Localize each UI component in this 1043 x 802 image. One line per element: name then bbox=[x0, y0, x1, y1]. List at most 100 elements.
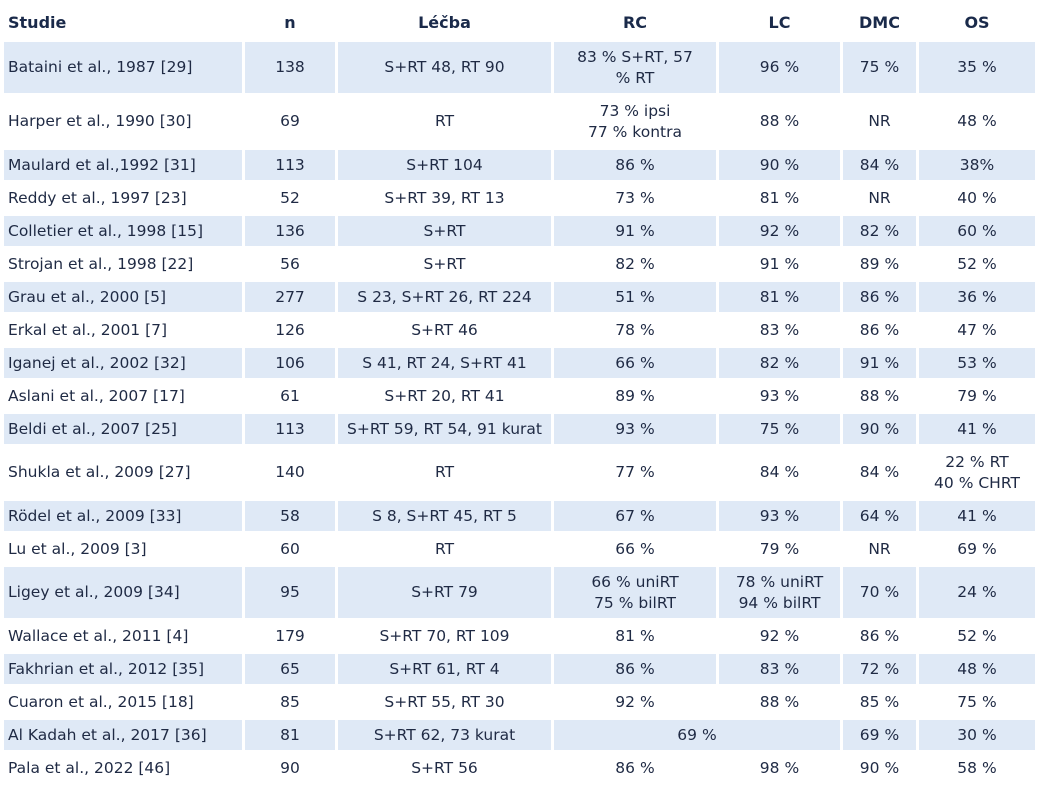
cell-lc: 82 % bbox=[719, 348, 840, 378]
cell-rc-line: 77 % kontra bbox=[588, 122, 682, 141]
cell-os: 41 % bbox=[919, 501, 1035, 531]
table-row: Aslani et al., 2007 [17] 61 S+RT 20, RT 41… bbox=[4, 381, 1035, 411]
cell-treatment: S+RT 70, RT 109 bbox=[379, 626, 510, 645]
cell-os: 36 % bbox=[919, 282, 1035, 312]
cell-os: 52 % bbox=[919, 249, 1035, 279]
cell-dmc: 72 % bbox=[843, 654, 916, 684]
cell-rc: 67 % bbox=[554, 501, 716, 531]
cell-study: Al Kadah et al., 2017 [36] bbox=[4, 720, 242, 750]
table-row: Pala et al., 2022 [46] 90 S+RT 56 86 % 98 % 9… bbox=[4, 753, 1035, 783]
cell-n: 52 bbox=[280, 188, 300, 207]
cell-os-line: 52 % bbox=[957, 626, 997, 645]
cell-study: Reddy et al., 1997 [23] bbox=[8, 188, 187, 207]
cell-treatment: S+RT 55, RT 30 bbox=[384, 692, 505, 711]
cell-dmc: NR bbox=[868, 188, 891, 207]
cell-rc-line: 73 % ipsi bbox=[599, 101, 671, 120]
cell-lc-line: 75 % bbox=[759, 419, 800, 438]
cell-os-line: 41 % bbox=[957, 419, 997, 438]
cell-lc: 93 % bbox=[719, 381, 840, 411]
cell-lc-line: 93 % bbox=[759, 386, 800, 405]
table-row: Al Kadah et al., 2017 [36] 81 S+RT 62, 73 … bbox=[4, 720, 1035, 750]
cell-study: Wallace et al., 2011 [4] bbox=[8, 626, 189, 645]
cell-dmc: 91 % bbox=[843, 348, 916, 378]
cell-os: 24 % bbox=[919, 567, 1035, 618]
cell-rc-line: 93 % bbox=[615, 419, 655, 438]
cell-study: Beldi et al., 2007 [25] bbox=[4, 414, 242, 444]
cell-os: 60 % bbox=[919, 216, 1035, 246]
cell-n: 69 bbox=[280, 112, 300, 130]
cell-n: 95 bbox=[245, 567, 335, 618]
cell-study: Fakhrian et al., 2012 [35] bbox=[4, 654, 242, 684]
cell-lc: 98 % bbox=[719, 753, 840, 783]
header-row: Studie n Léčba RC LC DMC OS bbox=[4, 5, 1035, 39]
cell-dmc: 75 % bbox=[843, 42, 916, 93]
cell-rc-line: 73 % bbox=[615, 188, 655, 207]
cell-rc-line: 86 % bbox=[615, 155, 655, 174]
cell-lc: 78 % uniRT 94 % bilRT bbox=[719, 567, 840, 618]
cell-lc-line: 78 % uniRT bbox=[735, 572, 824, 591]
cell-lc-line: 83 % bbox=[759, 659, 800, 678]
cell-rc: 91 % bbox=[554, 216, 716, 246]
table-row: Iganej et al., 2002 [32] 106 S 41, RT 24, … bbox=[4, 348, 1035, 378]
cell-study: Maulard et al.,1992 [31] bbox=[4, 150, 242, 180]
cell-os-line: 40 % bbox=[957, 188, 997, 207]
cell-lc: 84 % bbox=[719, 447, 840, 498]
cell-lc: 91 % bbox=[719, 249, 840, 279]
cell-lc: 92 % bbox=[719, 621, 840, 651]
cell-treatment: S+RT 20, RT 41 bbox=[384, 386, 505, 405]
cell-treatment: S+RT 39, RT 13 bbox=[384, 188, 505, 207]
cell-n: 179 bbox=[275, 626, 305, 645]
cell-lc: 83 % bbox=[719, 654, 840, 684]
cell-os: 75 % bbox=[919, 687, 1035, 717]
cell-rc: 73 % ipsi 77 % kontra bbox=[554, 96, 716, 147]
cell-rc: 86 % bbox=[554, 150, 716, 180]
cell-os-line: 48 % bbox=[957, 659, 997, 678]
cell-os-line: 79 % bbox=[957, 386, 997, 405]
cell-rc-line: 86 % bbox=[615, 659, 655, 678]
cell-treatment: S+RT bbox=[423, 254, 466, 273]
cell-os: 52 % bbox=[919, 621, 1035, 651]
cell-lc-line: 94 % bilRT bbox=[738, 593, 821, 612]
cell-dmc: 86 % bbox=[859, 626, 900, 645]
header-os: OS bbox=[964, 12, 990, 32]
cell-study: Lu et al., 2009 [3] bbox=[8, 539, 147, 558]
cell-dmc: 82 % bbox=[843, 216, 916, 246]
cell-rc: 86 % bbox=[554, 753, 716, 783]
cell-lc-line: 98 % bbox=[759, 758, 800, 777]
cell-study: Iganej et al., 2002 [32] bbox=[4, 348, 242, 378]
table-row: Fakhrian et al., 2012 [35] 65 S+RT 61, RT … bbox=[4, 654, 1035, 684]
cell-treatment: S+RT 62, 73 kurat bbox=[338, 720, 551, 750]
cell-dmc: 84 % bbox=[859, 463, 900, 481]
table-row: Strojan et al., 1998 [22] 56 S+RT 82 % 91 % 8… bbox=[4, 249, 1035, 279]
cell-os-line: 22 % RT bbox=[945, 452, 1009, 471]
cell-os: 38% bbox=[919, 150, 1035, 180]
cell-n: 138 bbox=[245, 42, 335, 93]
cell-treatment: S+RT 79 bbox=[338, 567, 551, 618]
table-row: Wallace et al., 2011 [4] 179 S+RT 70, RT 1… bbox=[4, 621, 1035, 651]
cell-os: 30 % bbox=[919, 720, 1035, 750]
table-row: Bataini et al., 1987 [29] 138 S+RT 48, RT … bbox=[4, 42, 1035, 93]
cell-study: Strojan et al., 1998 [22] bbox=[8, 254, 194, 273]
cell-os: 40 % bbox=[919, 183, 1035, 213]
cell-study: Ligey et al., 2009 [34] bbox=[4, 567, 242, 618]
cell-n: 90 bbox=[280, 758, 300, 777]
cell-n: 277 bbox=[245, 282, 335, 312]
cell-os-line: 52 % bbox=[957, 254, 997, 273]
cell-n: 65 bbox=[245, 654, 335, 684]
cell-treatment: S 8, S+RT 45, RT 5 bbox=[338, 501, 551, 531]
cell-lc: 92 % bbox=[719, 216, 840, 246]
cell-treatment: RT bbox=[434, 463, 455, 481]
cell-dmc: 69 % bbox=[843, 720, 916, 750]
cell-dmc: 84 % bbox=[843, 150, 916, 180]
cell-n: 136 bbox=[245, 216, 335, 246]
cell-treatment: S 23, S+RT 26, RT 224 bbox=[338, 282, 551, 312]
cell-lc-line: 88 % bbox=[759, 112, 800, 130]
results-table: Studie n Léčba RC LC DMC OS Bataini et a… bbox=[1, 2, 1038, 786]
cell-lc-line: 93 % bbox=[759, 506, 800, 525]
table-row: Ligey et al., 2009 [34] 95 S+RT 79 66 % uni… bbox=[4, 567, 1035, 618]
cell-lc: 88 % bbox=[719, 687, 840, 717]
cell-treatment: S 41, RT 24, S+RT 41 bbox=[338, 348, 551, 378]
cell-dmc: 86 % bbox=[843, 282, 916, 312]
cell-rc-line: 92 % bbox=[615, 692, 655, 711]
table-row: Shukla et al., 2009 [27] 140 RT 77 % 84 % 84 … bbox=[4, 447, 1035, 498]
